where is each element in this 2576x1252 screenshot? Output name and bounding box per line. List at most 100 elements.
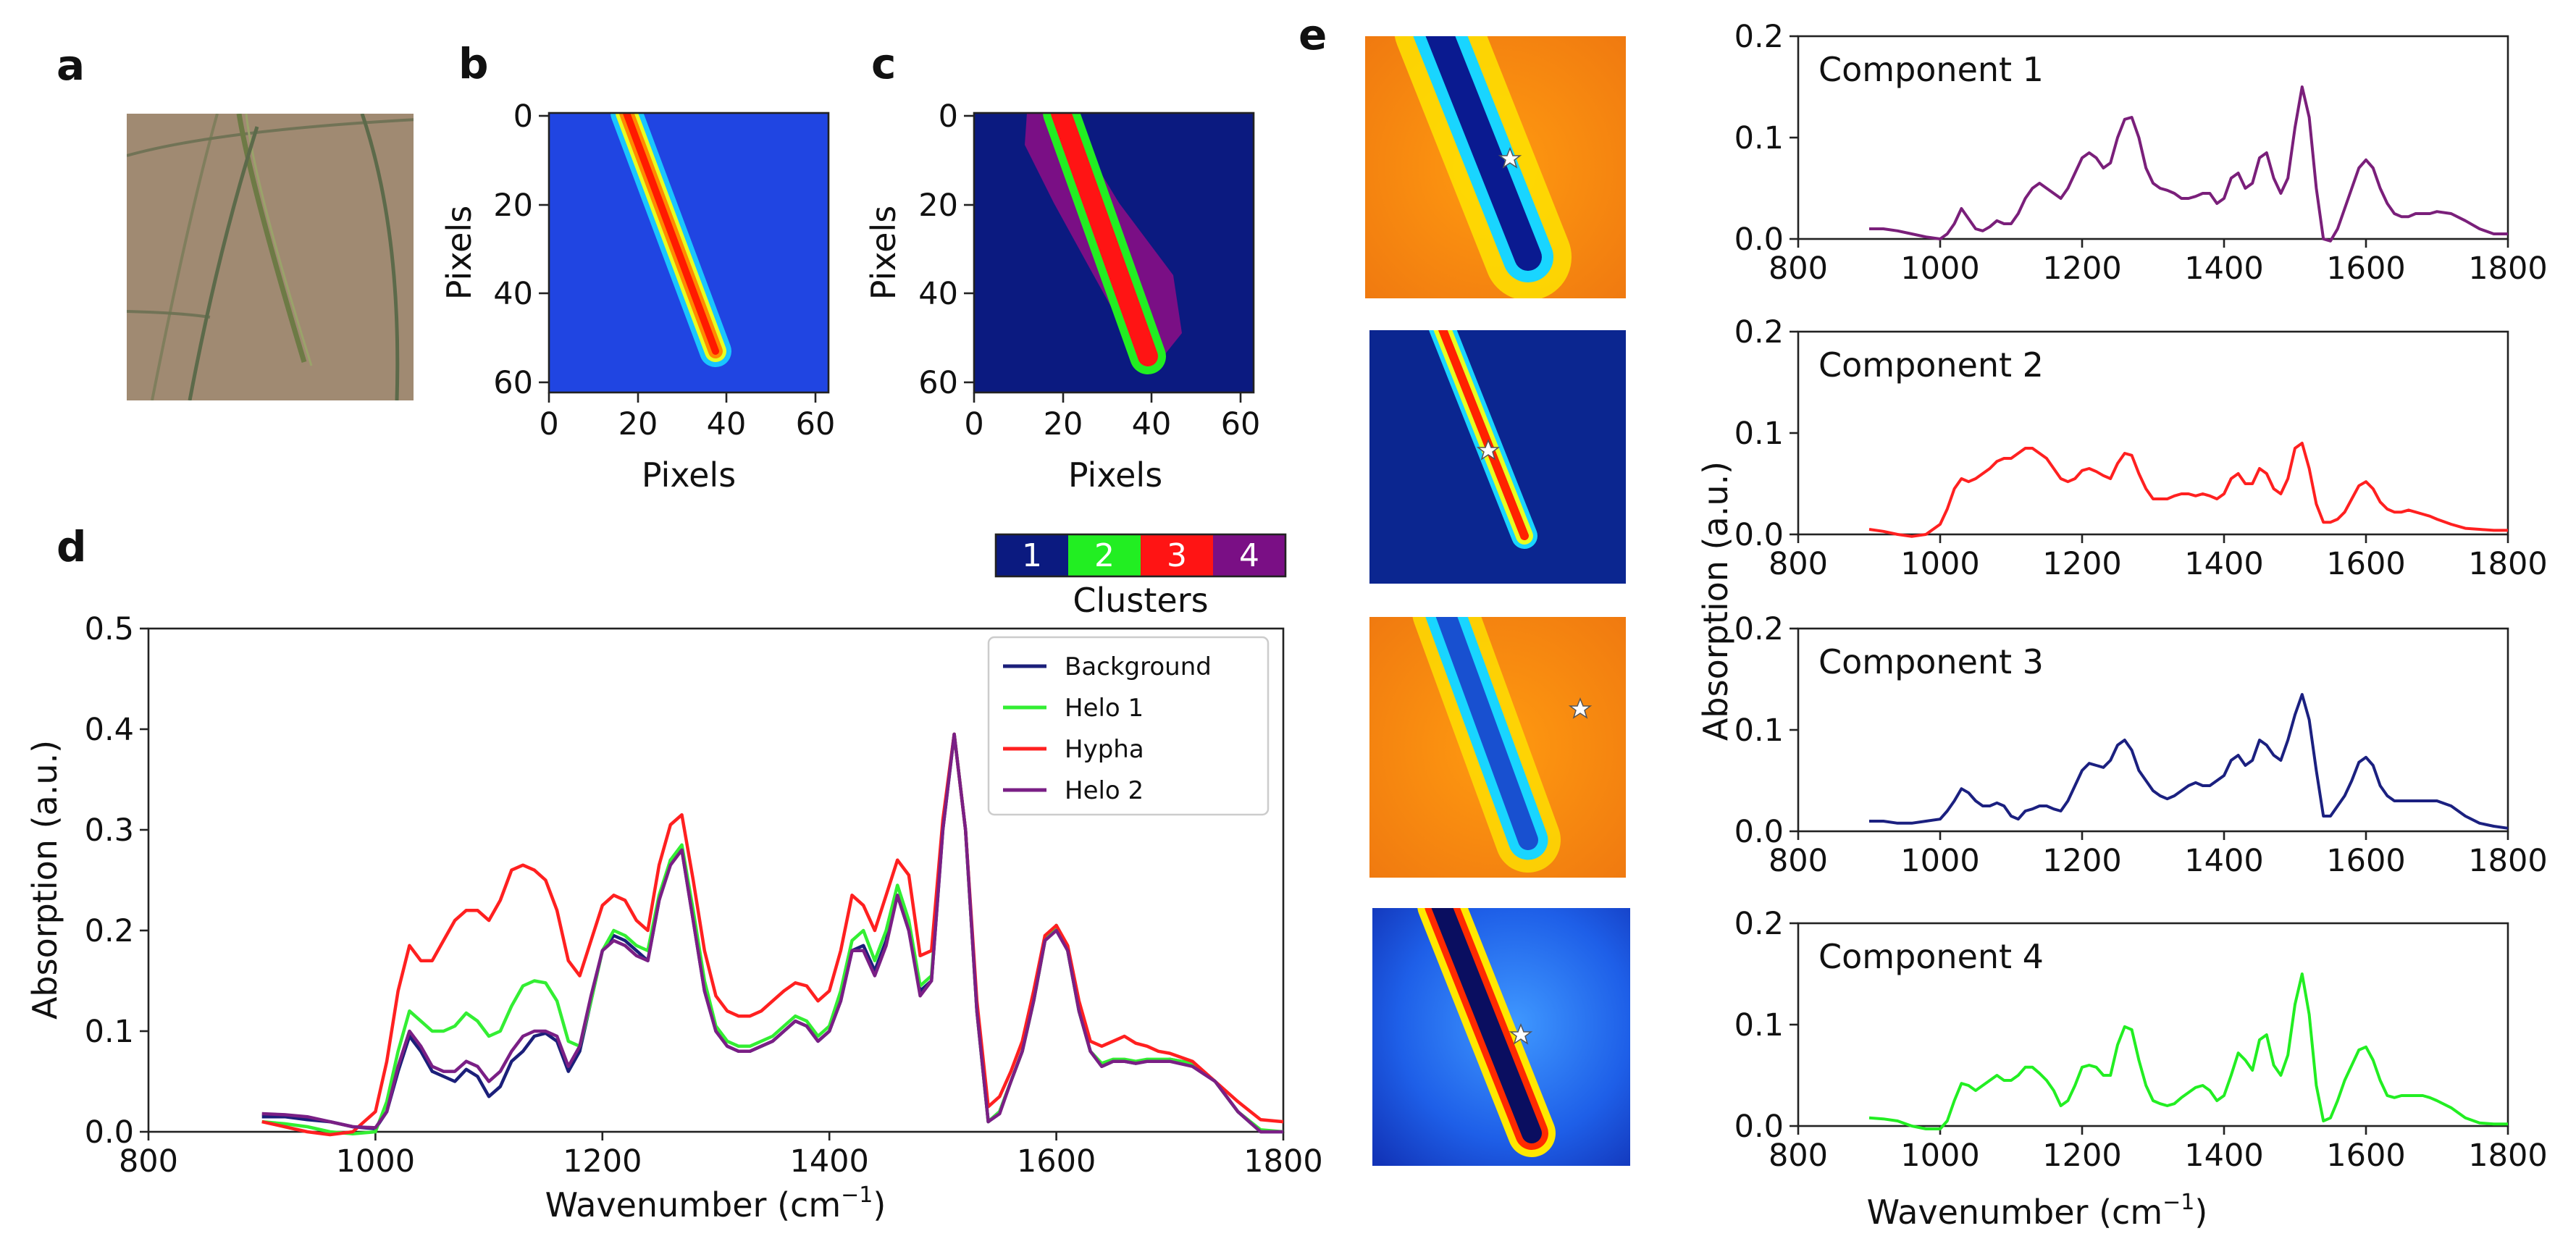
map-b-ytick: 20	[493, 188, 533, 224]
y-tick-label: 0.2	[1734, 314, 1784, 350]
x-tick-label: 1800	[2468, 1138, 2547, 1174]
x-tick-label: 1400	[2184, 251, 2263, 287]
map-b-xtick: 0	[539, 406, 558, 442]
x-tick-label: 800	[119, 1143, 178, 1180]
y-tick-label: 0.1	[1734, 416, 1784, 452]
components-ylabel: Absorption (a.u.)	[1696, 461, 1735, 741]
x-tick-label: 800	[1769, 251, 1828, 287]
cluster-swatch-1	[996, 534, 1068, 576]
spectra-chart: 800 1000 1200 1400 1600 1800 0.0 0.1 0.2 0.3 0.4 0…	[25, 611, 1323, 1224]
map-b-xtick: 40	[707, 406, 747, 442]
cluster-legend: 1 2 3 4 Clusters	[994, 533, 1287, 620]
x-tick-label: 1000	[1900, 251, 1979, 287]
cluster-swatch-3	[1141, 534, 1213, 576]
component-chart-2: 800 1000 1200 1400 1600 1800 0.0 0.1 0.2 Componen…	[1734, 314, 2548, 582]
y-tick-label: 0.5	[85, 611, 134, 647]
x-tick-label: 800	[1769, 843, 1828, 879]
x-tick-label: 1600	[1017, 1143, 1096, 1180]
x-tick-label: 1000	[336, 1143, 415, 1180]
x-tick-label: 1800	[2468, 546, 2547, 582]
series-line-component-1	[1869, 85, 2508, 243]
y-tick-label: 0.1	[1734, 713, 1784, 749]
component-title-1: Component 1	[1818, 50, 2044, 89]
y-tick-label: 0.3	[85, 812, 134, 849]
map-c-frame	[973, 112, 1255, 394]
cluster-swatch-2	[1068, 534, 1141, 576]
panel-label-d: d	[56, 522, 87, 571]
legend-label: Helo 1	[1065, 694, 1144, 723]
components-xlabel: Wavenumber (cm−1)	[1867, 1190, 2208, 1232]
x-tick-label: 1200	[2042, 1138, 2121, 1174]
map-c-xtick: 60	[1221, 406, 1261, 442]
y-tick-label: 0.0	[1734, 222, 1784, 258]
spectra-xlabel: Wavenumber (cm−1)	[545, 1182, 886, 1224]
x-tick-label: 1400	[789, 1143, 868, 1180]
y-tick-label: 0.0	[85, 1114, 134, 1151]
y-tick-label: 0.2	[1734, 906, 1784, 942]
map-b-ylabel: Pixels	[440, 206, 479, 300]
panel-label-a: a	[56, 41, 85, 90]
y-tick-label: 0.4	[85, 712, 134, 748]
x-tick-label: 1200	[2042, 843, 2121, 879]
map-b-xtick: 60	[796, 406, 836, 442]
x-tick-label: 1800	[1243, 1143, 1322, 1180]
x-tick-label: 800	[1769, 546, 1828, 582]
x-tick-label: 1200	[2042, 251, 2121, 287]
cluster-label-1: 1	[1022, 537, 1042, 574]
map-c-ytick: 40	[918, 276, 958, 312]
cluster-map	[973, 112, 1255, 394]
cluster-swatch-4	[1213, 534, 1285, 576]
y-tick-label: 0.2	[1734, 19, 1784, 55]
map-b-ytick: 60	[493, 365, 533, 401]
y-tick-label: 0.2	[85, 913, 134, 949]
map-b-ytick: 40	[493, 276, 533, 312]
component-map-4	[1372, 908, 1630, 1166]
intensity-map	[547, 112, 830, 394]
series-line-helo-2	[261, 732, 1283, 1134]
y-tick-label: 0.0	[1734, 1109, 1784, 1145]
legend-label: Hypha	[1065, 735, 1144, 764]
x-tick-label: 1800	[2468, 843, 2547, 879]
map-c-axes: 0 20 40 60 0 20 40 60 Pixels Pixels	[864, 98, 1260, 495]
x-tick-label: 1000	[1900, 1138, 1979, 1174]
panel-label-c: c	[871, 39, 896, 88]
map-b-axes: 0 20 40 60 0 20 40 60 Pixels Pixels	[440, 98, 835, 495]
component-map-3	[1369, 617, 1626, 878]
x-tick-label: 1600	[2326, 251, 2405, 287]
map-c-ytick: 0	[939, 98, 958, 135]
cluster-legend-title: Clusters	[1073, 581, 1208, 620]
map-c-ytick: 60	[918, 365, 958, 401]
x-tick-label: 1400	[2184, 546, 2263, 582]
y-tick-label: 0.0	[1734, 517, 1784, 553]
cluster-label-4: 4	[1239, 537, 1259, 574]
legend-label: Helo 2	[1065, 776, 1144, 805]
cluster-label-3: 3	[1167, 537, 1187, 574]
y-tick-label: 0.1	[1734, 120, 1784, 156]
y-tick-label: 0.1	[1734, 1007, 1784, 1043]
map-b-xlabel: Pixels	[642, 455, 736, 495]
series-line-component-2	[1868, 442, 2508, 538]
component-chart-1: 800 1000 1200 1400 1600 1800 0.0 0.1 0.2 Componen…	[1734, 19, 2548, 287]
cluster-label-2: 2	[1094, 537, 1115, 574]
x-tick-label: 800	[1769, 1138, 1828, 1174]
y-tick-label: 0.0	[1734, 814, 1784, 850]
microscopy-image	[127, 114, 414, 400]
map-b-ytick: 0	[513, 98, 533, 135]
map-c-ytick: 20	[918, 188, 958, 224]
spectra-ylabel: Absorption (a.u.)	[25, 740, 64, 1020]
x-tick-label: 1000	[1900, 843, 1979, 879]
x-tick-label: 1400	[2184, 843, 2263, 879]
map-b-frame	[547, 112, 830, 394]
x-tick-label: 1800	[2468, 251, 2547, 287]
map-c-xtick: 0	[964, 406, 983, 442]
component-title-2: Component 2	[1818, 345, 2044, 385]
map-c-ylabel: Pixels	[864, 206, 903, 300]
x-tick-label: 1200	[2042, 546, 2121, 582]
component-title-4: Component 4	[1818, 937, 2044, 976]
x-tick-label: 1200	[563, 1143, 642, 1180]
component-chart-4: 800 1000 1200 1400 1600 1800 0.0 0.1 0.2 Componen…	[1734, 906, 2548, 1174]
y-tick-label: 0.2	[1734, 611, 1784, 647]
component-title-3: Component 3	[1818, 642, 2044, 681]
x-tick-label: 1600	[2326, 843, 2405, 879]
